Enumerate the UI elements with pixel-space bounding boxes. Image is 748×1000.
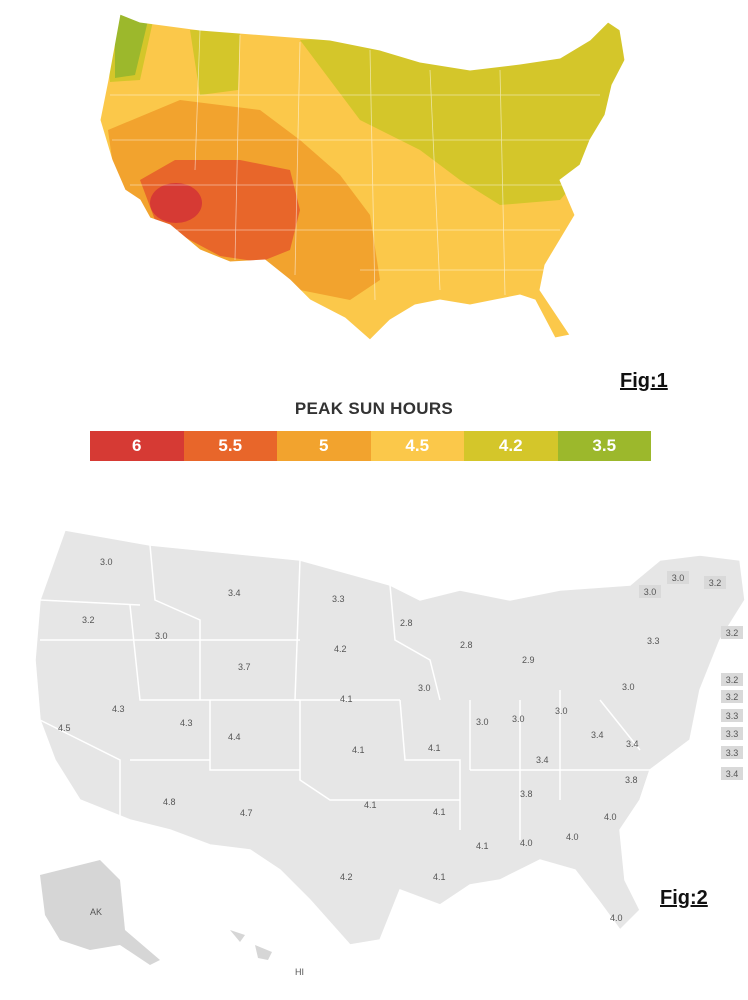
legend-cell: 6 <box>90 431 184 461</box>
fig1-label: Fig:1 <box>620 370 668 392</box>
fig2-label: Fig:2 <box>660 887 708 909</box>
state-value: 4.0 <box>604 812 617 822</box>
ne-value-box: 3.3 <box>721 709 743 722</box>
state-value: 3.4 <box>228 588 241 598</box>
ne-value-box: 3.2 <box>721 690 743 703</box>
state-value: 4.1 <box>428 743 441 753</box>
ne-value-box: 3.4 <box>721 767 743 780</box>
state-value: 2.9 <box>522 655 535 665</box>
state-value: 4.1 <box>476 841 489 851</box>
state-value: 2.8 <box>460 640 473 650</box>
legend-cell: 4.5 <box>370 431 464 461</box>
state-value: 4.1 <box>433 807 446 817</box>
state-value: 3.0 <box>418 683 431 693</box>
state-value: 3.0 <box>555 706 568 716</box>
legend-cell: 5 <box>277 431 371 461</box>
conus-outline <box>34 529 746 946</box>
ne-value-box: 3.2 <box>721 626 743 639</box>
state-value: 4.1 <box>364 800 377 810</box>
state-value: 4.0 <box>566 832 579 842</box>
hi-label: HI <box>295 967 304 977</box>
state-value: 4.3 <box>180 718 193 728</box>
legend-cell: 4.2 <box>464 431 558 461</box>
state-value: 3.4 <box>626 739 639 749</box>
ne-value-box: 3.2 <box>704 576 726 589</box>
ne-value-box: 3.0 <box>639 585 661 598</box>
state-value: 4.4 <box>228 732 241 742</box>
ne-value-box: 3.0 <box>667 571 689 584</box>
state-value-labels: 3.0 3.2 3.0 3.4 3.3 2.8 4.2 3.7 2.8 2.9 … <box>58 557 660 923</box>
state-value: 4.0 <box>520 838 533 848</box>
legend-cell: 5.5 <box>183 431 277 461</box>
state-value: 4.1 <box>433 872 446 882</box>
peak-sun-hours-map <box>99 13 626 341</box>
hawaii <box>230 930 272 960</box>
ne-value-box: 3.2 <box>721 673 743 686</box>
state-value: 3.8 <box>625 775 638 785</box>
state-value: 4.3 <box>112 704 125 714</box>
state-value: 4.2 <box>334 644 347 654</box>
legend-title: PEAK SUN HOURS <box>294 399 454 418</box>
state-value: 3.2 <box>82 615 95 625</box>
state-value: 4.5 <box>58 723 71 733</box>
state-value: 4.1 <box>352 745 365 755</box>
state-value: 3.8 <box>520 789 533 799</box>
state-value: 3.4 <box>591 730 604 740</box>
legend-bar: 6 5.5 5 4.5 4.2 3.5 <box>90 431 651 461</box>
ne-value-box: 3.3 <box>721 746 743 759</box>
state-value: 3.3 <box>647 636 660 646</box>
state-value: 4.1 <box>340 694 353 704</box>
state-value: 3.0 <box>155 631 168 641</box>
state-value: 3.0 <box>512 714 525 724</box>
state-value: 4.0 <box>610 913 623 923</box>
legend-cell: 3.5 <box>557 431 651 461</box>
ne-value-box: 3.3 <box>721 727 743 740</box>
state-value: 3.3 <box>332 594 345 604</box>
state-sun-hours-map: 3.0 3.2 3.0 3.4 3.3 2.8 4.2 3.7 2.8 2.9 … <box>34 529 746 977</box>
state-value: 2.8 <box>400 618 413 628</box>
state-value: 3.0 <box>476 717 489 727</box>
state-value: 4.2 <box>340 872 353 882</box>
alaska <box>40 860 160 965</box>
state-value: 3.0 <box>622 682 635 692</box>
state-value: 3.7 <box>238 662 251 672</box>
state-value: 3.0 <box>100 557 113 567</box>
state-value: 4.8 <box>163 797 176 807</box>
state-value: 3.4 <box>536 755 549 765</box>
ak-label: AK <box>90 907 102 917</box>
state-value: 4.7 <box>240 808 253 818</box>
